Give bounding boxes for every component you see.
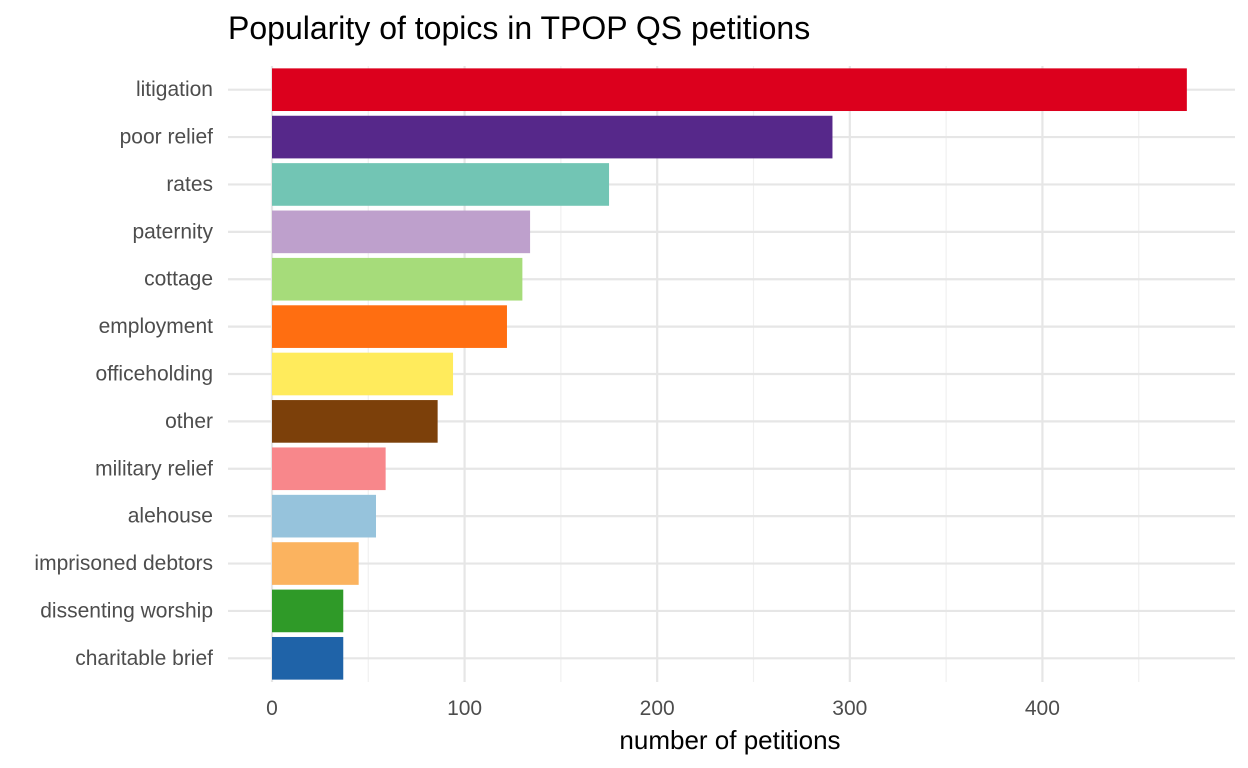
bar-poor-relief <box>272 115 833 159</box>
y-tick-label: imprisoned debtors <box>34 552 213 575</box>
y-tick-label: other <box>165 410 213 433</box>
y-tick-label: military relief <box>95 457 213 480</box>
x-axis-title: number of petitions <box>619 725 840 755</box>
bar-alehouse <box>272 494 377 538</box>
y-tick-label: poor relief <box>120 126 214 149</box>
bar-imprisoned-debtors <box>272 542 359 585</box>
bar-litigation <box>272 68 1187 112</box>
x-tick-label: 0 <box>266 697 278 720</box>
chart-title: Popularity of topics in TPOP QS petition… <box>228 10 810 46</box>
y-tick-label: alehouse <box>128 505 213 528</box>
bar-charitable-brief <box>272 636 344 680</box>
bar-rates <box>272 163 610 206</box>
y-tick-label: litigation <box>136 78 213 101</box>
x-tick-label: 100 <box>447 697 482 720</box>
y-tick-label: officeholding <box>95 363 213 386</box>
bars <box>272 68 1187 680</box>
bar-dissenting-worship <box>272 589 344 633</box>
y-tick-label: paternity <box>132 220 213 243</box>
y-tick-label: rates <box>166 173 213 196</box>
x-tick-label: 300 <box>832 697 867 720</box>
y-axis-tick-labels: litigation poor relief rates paternity cotta… <box>34 78 213 670</box>
x-tick-label: 400 <box>1025 697 1060 720</box>
y-tick-label: employment <box>99 315 214 338</box>
y-tick-label: cottage <box>144 268 213 291</box>
bar-cottage <box>272 257 523 301</box>
bar-employment <box>272 305 507 348</box>
bar-paternity <box>272 210 531 254</box>
x-axis-tick-labels: 0 100 200 300 400 <box>266 697 1060 720</box>
bar-officeholding <box>272 352 454 396</box>
bar-military-relief <box>272 447 386 491</box>
y-tick-label: charitable brief <box>75 647 213 670</box>
bar-other <box>272 400 438 443</box>
x-tick-label: 200 <box>640 697 675 720</box>
y-tick-label: dissenting worship <box>40 599 213 622</box>
